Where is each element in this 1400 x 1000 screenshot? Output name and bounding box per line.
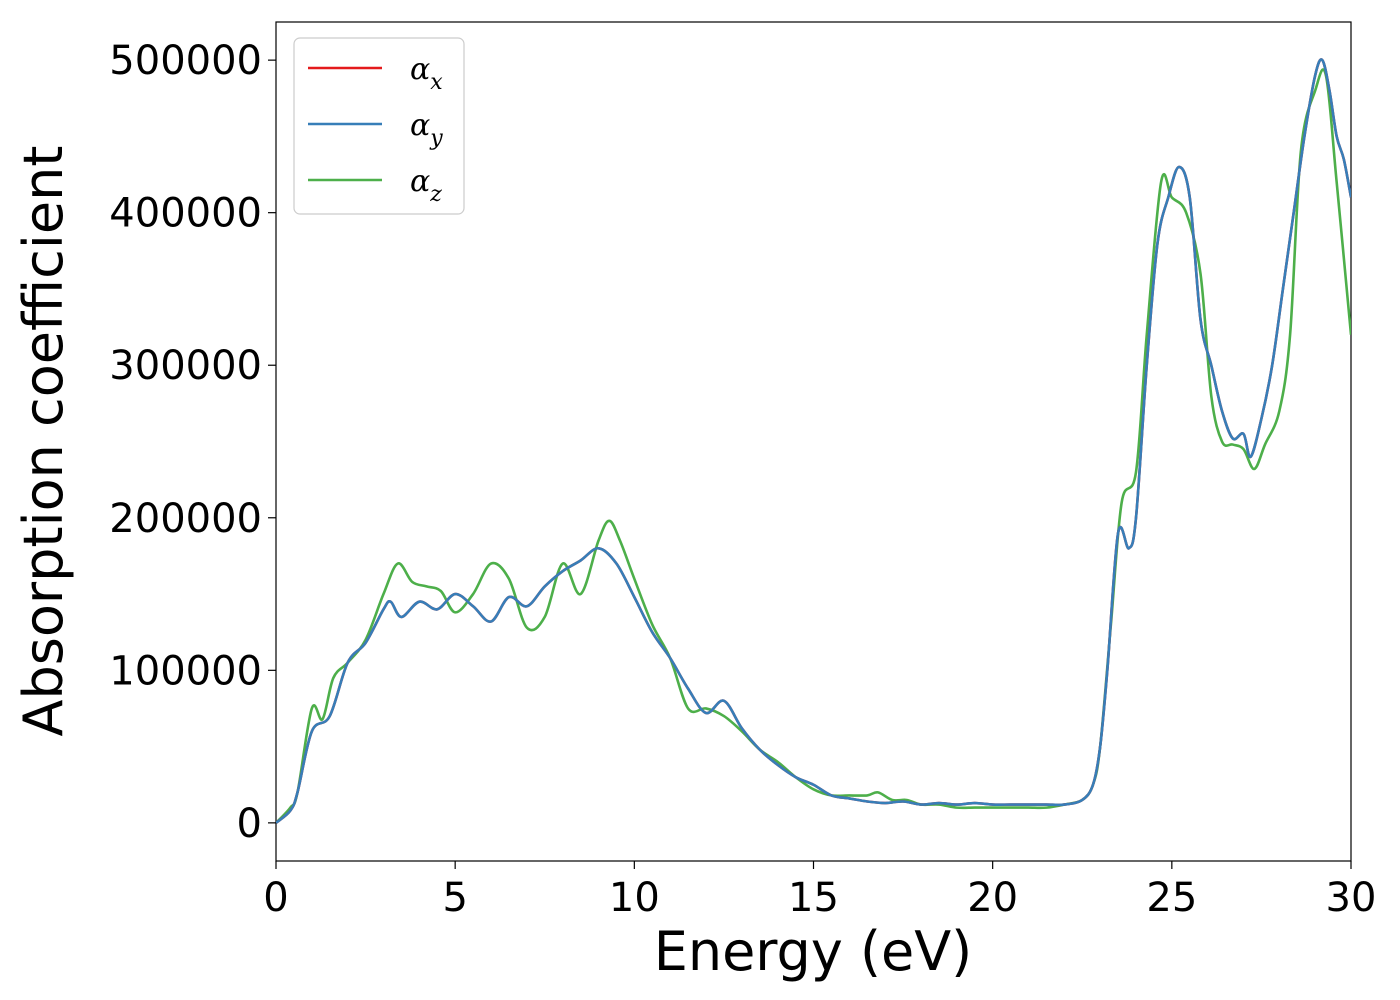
y-axis-ticks: 0 100000 200000 300000 400000 500000 (109, 38, 276, 847)
x-tick-label: 20 (967, 875, 1018, 921)
legend-label: αy (410, 108, 443, 151)
series-line-alpha-y (276, 58, 1351, 824)
x-tick-label: 10 (609, 875, 660, 921)
x-tick-label: 25 (1146, 875, 1197, 921)
y-tick-label: 100000 (109, 648, 262, 694)
y-tick-label: 500000 (109, 38, 262, 84)
series-line-alpha-z (276, 68, 1351, 824)
legend-label: αx (410, 52, 443, 95)
y-tick-label: 400000 (109, 191, 262, 237)
legend-label: αz (410, 164, 442, 207)
x-axis-label: Energy (eV) (654, 920, 973, 983)
x-tick-label: 15 (788, 875, 839, 921)
x-tick-label: 0 (263, 875, 288, 921)
x-tick-label: 5 (442, 875, 467, 921)
y-tick-label: 300000 (109, 343, 262, 389)
series-layer (276, 58, 1351, 824)
y-tick-label: 200000 (109, 496, 262, 542)
x-axis-ticks: 0 5 10 15 20 25 30 (263, 861, 1376, 921)
legend: αx αy αz (293, 37, 465, 215)
y-tick-label: 0 (237, 801, 262, 847)
x-tick-label: 30 (1326, 875, 1377, 921)
y-axis-label: Absorption coefficient (12, 146, 75, 737)
legend-box (293, 37, 465, 215)
